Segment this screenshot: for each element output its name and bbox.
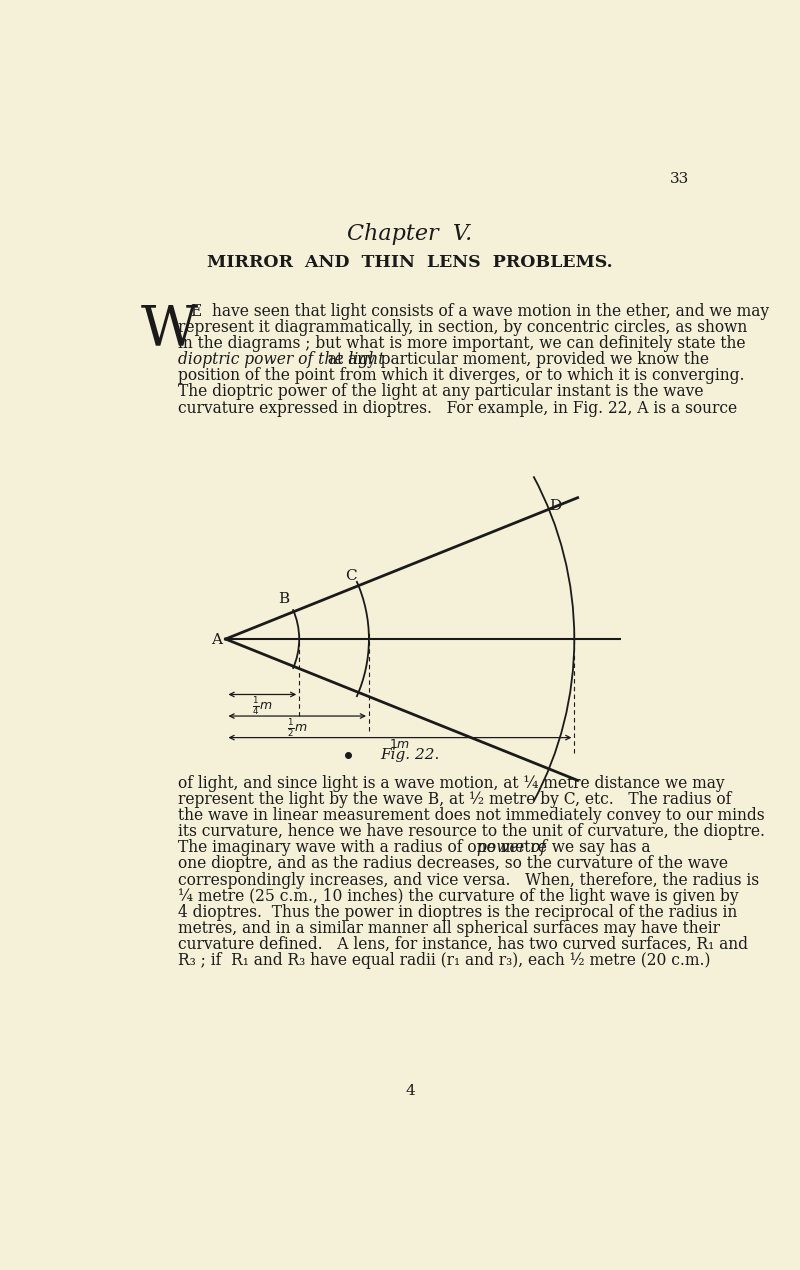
Text: represent it diagrammatically, in section, by concentric circles, as shown: represent it diagrammatically, in sectio… <box>178 319 746 335</box>
Text: correspondingly increases, and vice versa.   When, therefore, the radius is: correspondingly increases, and vice vers… <box>178 871 758 889</box>
Text: position of the point from which it diverges, or to which it is converging.: position of the point from which it dive… <box>178 367 744 385</box>
Text: A: A <box>210 632 222 646</box>
Text: $\frac{1}{2}m$: $\frac{1}{2}m$ <box>287 716 307 739</box>
Text: $\frac{1}{4}m$: $\frac{1}{4}m$ <box>252 695 273 718</box>
Text: C: C <box>345 569 357 583</box>
Text: ¼ metre (25 c.m., 10 inches) the curvature of the light wave is given by: ¼ metre (25 c.m., 10 inches) the curvatu… <box>178 888 738 904</box>
Text: The imaginary wave with a radius of one metre we say has a: The imaginary wave with a radius of one … <box>178 839 655 856</box>
Text: Fig. 22.: Fig. 22. <box>380 748 440 762</box>
Text: one dioptre, and as the radius decreases, so the curvature of the wave: one dioptre, and as the radius decreases… <box>178 856 727 872</box>
Text: E  have seen that light consists of a wave motion in the ether, and we may: E have seen that light consists of a wav… <box>191 302 770 320</box>
Text: in the diagrams ; but what is more important, we can definitely state the: in the diagrams ; but what is more impor… <box>178 335 745 352</box>
Text: dioptric power of the light: dioptric power of the light <box>178 351 384 368</box>
Text: curvature expressed in dioptres.   For example, in Fig. 22, A is a source: curvature expressed in dioptres. For exa… <box>178 400 737 417</box>
Text: curvature defined.   A lens, for instance, has two curved surfaces, R₁ and: curvature defined. A lens, for instance,… <box>178 936 747 954</box>
Text: B: B <box>278 592 289 606</box>
Text: the wave in linear measurement does not immediately convey to our minds: the wave in linear measurement does not … <box>178 806 764 824</box>
Text: The dioptric power of the light at any particular instant is the wave: The dioptric power of the light at any p… <box>178 384 703 400</box>
Text: 4: 4 <box>405 1085 415 1099</box>
Text: 33: 33 <box>670 171 689 185</box>
Text: 4 dioptres.  Thus the power in dioptres is the reciprocal of the radius in: 4 dioptres. Thus the power in dioptres i… <box>178 904 737 921</box>
Text: at any particular moment, provided we know the: at any particular moment, provided we kn… <box>323 351 710 368</box>
Text: of light, and since light is a wave motion, at ¼ metre distance we may: of light, and since light is a wave moti… <box>178 775 724 791</box>
Text: D: D <box>550 499 562 513</box>
Text: represent the light by the wave B, at ½ metre by C, etc.   The radius of: represent the light by the wave B, at ½ … <box>178 791 731 808</box>
Text: Chapter  V.: Chapter V. <box>347 224 473 245</box>
Text: power of: power of <box>477 839 546 856</box>
Text: metres, and in a similar manner all spherical surfaces may have their: metres, and in a similar manner all sphe… <box>178 919 719 937</box>
Text: $1m$: $1m$ <box>390 738 410 752</box>
Text: W: W <box>140 302 198 357</box>
Text: its curvature, hence we have resource to the unit of curvature, the dioptre.: its curvature, hence we have resource to… <box>178 823 765 839</box>
Text: MIRROR  AND  THIN  LENS  PROBLEMS.: MIRROR AND THIN LENS PROBLEMS. <box>207 254 613 271</box>
Text: R₃ ; if  R₁ and R₃ have equal radii (r₁ and r₃), each ½ metre (20 c.m.): R₃ ; if R₁ and R₃ have equal radii (r₁ a… <box>178 952 710 969</box>
